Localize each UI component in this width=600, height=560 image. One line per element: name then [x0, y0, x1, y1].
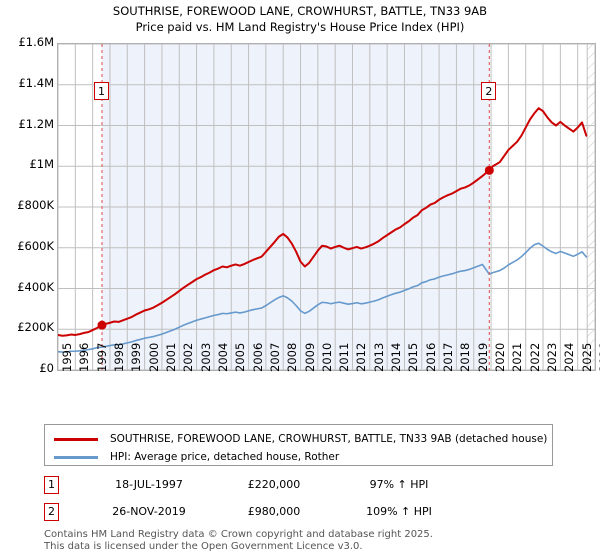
x-axis-tick-label: 2001 [163, 342, 178, 372]
hatched-future-span [586, 44, 595, 370]
x-axis-tick-label: 2020 [493, 342, 508, 372]
x-axis-tick-label: 2006 [250, 342, 265, 372]
transaction-index-badge: 2 [44, 503, 59, 521]
x-axis-tick-label: 2010 [319, 342, 334, 372]
x-axis-tick-label: 2015 [406, 342, 421, 372]
y-axis-tick-label: £1M [29, 157, 54, 172]
x-axis-tick-label: 2003 [198, 342, 213, 372]
title-line-1: SOUTHRISE, FOREWOOD LANE, CROWHURST, BAT… [112, 4, 488, 18]
chart-svg [58, 44, 595, 370]
y-axis-tick-label: £600K [17, 238, 54, 253]
x-axis-tick-label: 1999 [129, 342, 144, 372]
transaction-date: 18-JUL-1997 [115, 478, 183, 491]
transaction-price: £980,000 [247, 505, 301, 518]
x-axis-tick-label: 2004 [215, 342, 230, 372]
y-axis-tick-label: £800K [17, 198, 54, 212]
transaction-row[interactable]: 1 18-JUL-1997 £220,000 97% ↑ HPI [44, 474, 464, 496]
x-axis-tick-label: 1998 [111, 342, 126, 372]
x-axis-tick-label: 2021 [510, 342, 525, 372]
x-axis-tick-label: 2025 [579, 342, 594, 372]
y-axis-tick-label: £400K [17, 279, 54, 294]
footer-line-1: Contains HM Land Registry data © Crown c… [44, 529, 433, 540]
transaction-row[interactable]: 2 26-NOV-2019 £980,000 109% ↑ HPI [44, 501, 464, 523]
y-axis-tick-label: £0 [39, 361, 54, 375]
chart-marker-flag-2[interactable]: 2 [481, 82, 497, 100]
title-line-2: Price paid vs. HM Land Registry's House … [135, 20, 465, 34]
transaction-price: £220,000 [247, 478, 301, 491]
legend-item-label: SOUTHRISE, FOREWOOD LANE, CROWHURST, BAT… [110, 433, 548, 445]
x-axis-tick-label: 2000 [146, 342, 161, 372]
legend-item: SOUTHRISE, FOREWOOD LANE, CROWHURST, BAT… [45, 429, 547, 450]
x-axis-tick-label: 2008 [285, 342, 300, 372]
legend-color-swatch [54, 438, 98, 441]
x-axis-tick-label: 2024 [562, 342, 577, 372]
x-axis-tick-label: 2014 [389, 342, 404, 372]
y-axis-tick-label: £200K [17, 320, 54, 335]
x-axis-tick-label: 2005 [233, 342, 248, 372]
transaction-hpi-delta: 97% ↑ HPI [369, 478, 429, 491]
legend-color-swatch [54, 456, 98, 459]
x-axis-tick-label: 2017 [441, 342, 456, 372]
y-axis-tick-label: £1.4M [18, 75, 54, 90]
x-axis-tick-label: 2018 [458, 342, 473, 372]
legend-item-label: HPI: Average price, detached house, Roth… [110, 451, 340, 463]
x-axis-tick-label: 2022 [527, 342, 542, 372]
x-axis-tick-label: 2002 [181, 342, 196, 372]
y-axis-tick-label: £1.2M [18, 116, 54, 131]
transaction-index-badge: 1 [44, 476, 59, 494]
chart-marker-flag-1[interactable]: 1 [93, 82, 109, 100]
x-axis-tick-label: 2009 [302, 342, 317, 372]
x-axis-tick-label: 2019 [475, 342, 490, 372]
footer-attribution: Contains HM Land Registry data © Crown c… [44, 529, 584, 552]
x-axis-tick-label: 2012 [354, 342, 369, 372]
transaction-hpi-delta: 109% ↑ HPI [366, 505, 432, 518]
x-axis-tick-label: 2016 [423, 342, 438, 372]
page-title: SOUTHRISE, FOREWOOD LANE, CROWHURST, BAT… [0, 3, 600, 35]
chart-plot-area [57, 43, 596, 371]
x-axis-tick-label: 1995 [60, 342, 74, 372]
x-axis-tick-label: 2013 [371, 342, 386, 372]
chart-gridlines [58, 44, 595, 370]
chart-legend: SOUTHRISE, FOREWOOD LANE, CROWHURST, BAT… [44, 424, 553, 466]
transaction-marker-dots [97, 165, 494, 330]
x-axis-tick-label: 1996 [77, 342, 92, 372]
y-axis-tick-label: £1.6M [18, 35, 54, 49]
x-axis-tick-label: 2007 [267, 342, 282, 372]
x-axis-tick-label: 2011 [337, 342, 352, 372]
footer-line-2: This data is licensed under the Open Gov… [44, 540, 363, 552]
x-axis-tick-label: 1997 [94, 342, 109, 372]
chart-series-lines [58, 107, 588, 353]
x-axis-tick-label: 2023 [545, 342, 560, 372]
legend-item: HPI: Average price, detached house, Roth… [45, 447, 339, 468]
transaction-date: 26-NOV-2019 [112, 505, 186, 518]
